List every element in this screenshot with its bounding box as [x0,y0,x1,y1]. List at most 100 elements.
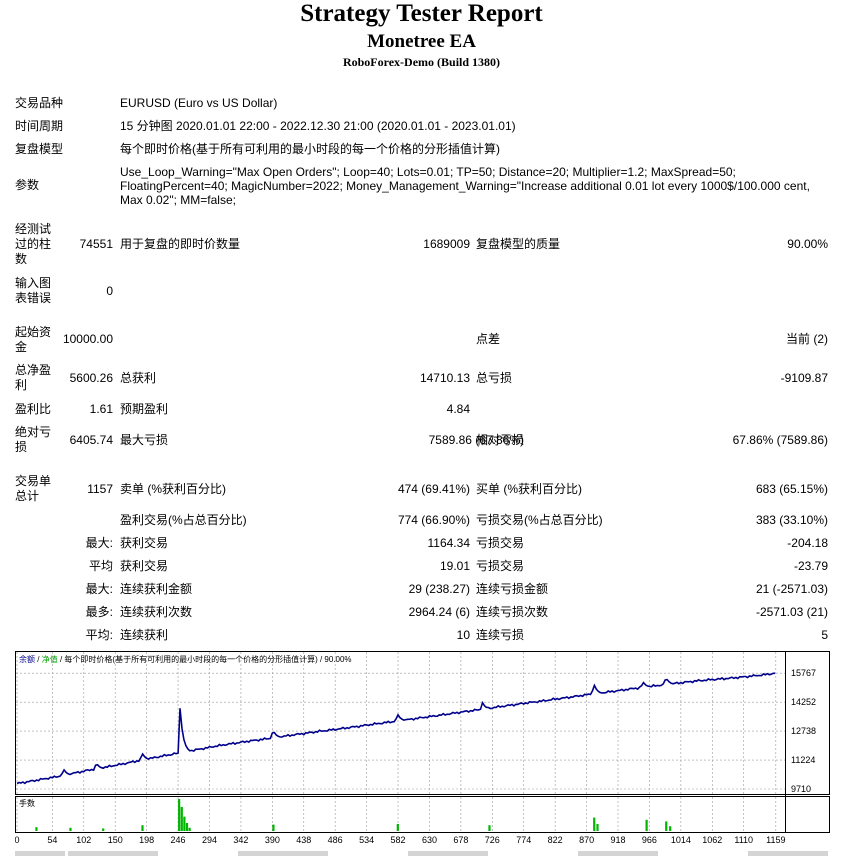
avg-loss-value: -23.79 [793,559,828,573]
x-tick-label: 630 [422,835,437,845]
short-trades-label: 卖单 (%获利百分比) [120,482,226,496]
loss-trades-value: 383 (33.10%) [755,513,828,527]
most-consec-loss-value: -2571.03 (21) [755,605,828,619]
avg-consec-loss-value: 5 [821,628,828,642]
x-tick-label: 150 [108,835,123,845]
avg-consec-win-label: 连续获利 [120,628,169,642]
bars-label: 经测试过的柱数 [15,222,52,266]
volume-bar [178,799,181,831]
x-tick-label: 822 [548,835,563,845]
x-tick-label: 582 [391,835,406,845]
params-line-2: FloatingPercent=40; MagicNumber=2022; Mo… [120,179,810,193]
volume-label: 手数 [19,798,35,808]
balance-chart: 15767 14252 12738 11224 9710 0 54 102 150 198 246… [15,651,830,845]
period-value: 15 分钟图 2020.01.01 22:00 - 2022.12.30 21:… [120,119,516,133]
max-consec-loss-amount-value: 21 (-2571.03) [755,582,828,596]
x-tick-label: 438 [296,835,311,845]
profit-factor-value: 1.61 [89,402,113,416]
gross-loss-value: -9109.87 [780,371,828,385]
balance-series-line [16,672,776,785]
x-tick-label: 774 [516,835,531,845]
x-tick-label: 294 [202,835,217,845]
period-label: 时间周期 [15,119,64,133]
volume-bar [665,821,668,831]
volume-plot-frame [15,796,830,833]
errors-label: 输入图表错误 [15,276,52,305]
x-tick-label: 342 [233,835,248,845]
x-tick-label: 1062 [702,835,722,845]
y-tick-label: 15767 [791,668,816,678]
abs-drawdown-value: 6405.74 [69,433,113,447]
volume-bar [669,826,672,831]
win-trades-value: 774 (66.90%) [397,513,470,527]
total-trades-label: 交易单总计 [15,474,52,503]
params-line-3: Max 0.02"; MM=false; [120,193,236,207]
max-drawdown-value: 7589.86 (67.86%) [428,433,524,447]
spread-label: 点差 [476,332,501,346]
max-consec-win-amount-value: 29 (238.27) [408,582,470,596]
profit-factor-label: 盈利比 [15,402,52,416]
x-tick-label: 54 [47,835,57,845]
volume-bar [596,823,599,831]
x-tick-label: 390 [265,835,280,845]
params-label: 参数 [15,178,40,192]
volume-bar [102,828,105,831]
max-drawdown-label: 最大亏损 [120,433,169,447]
volume-bar [183,816,186,831]
volume-bar [593,817,596,831]
main-plot-frame [15,651,830,795]
avg-win-label: 获利交易 [120,559,169,573]
params-line-1: Use_Loop_Warning="Max Open Orders"; Loop… [120,165,736,179]
volume-bars [35,799,672,831]
legend-balance: 余额 [19,654,35,664]
y-tick-labels: 15767 14252 12738 11224 9710 [791,668,816,794]
deposit-value: 10000.00 [62,332,113,346]
win-trades-label: 盈利交易(%占总百分比) [120,513,247,527]
most-consec-loss-label: 连续亏损次数 [476,605,549,619]
errors-value: 0 [106,284,113,298]
quality-label: 复盘模型的质量 [476,237,561,251]
most-prefix: 最多: [85,605,113,619]
avg-consec-win-value: 10 [456,628,470,642]
largest-loss-label: 亏损交易 [476,536,525,550]
average-prefix: 平均 [88,559,113,573]
volume-bar [188,827,191,831]
x-tick-label: 870 [579,835,594,845]
avg-win-value: 19.01 [439,559,470,573]
bottom-strip [0,851,843,856]
x-tick-label: 486 [328,835,343,845]
legend-separator-1: / [37,655,40,664]
avg-consec-loss-label: 连续亏损 [476,628,525,642]
x-tick-label: 1014 [671,835,691,845]
expected-payoff-label: 预期盈利 [120,402,169,416]
bars-value: 74551 [79,237,113,251]
quality-value: 90.00% [787,237,828,251]
max-consec-win-amount-label: 连续获利金额 [120,582,193,596]
largest-win-label: 获利交易 [120,536,169,550]
rel-drawdown-label: 相对亏损 [476,433,525,447]
expected-payoff-value: 4.84 [446,402,470,416]
x-tick-label: 1110 [734,835,753,845]
x-tick-label: 198 [139,835,154,845]
model-value: 每个即时价格(基于所有可利用的最小时段的每一个价格的分形插值计算) [120,142,500,156]
y-tick-label: 14252 [791,697,816,707]
loss-trades-label: 亏损交易(%占总百分比) [476,513,603,527]
x-tick-label: 534 [359,835,374,845]
x-tick-label: 102 [76,835,91,845]
volume-bar [396,823,399,831]
largest-prefix: 最大: [85,536,113,550]
gross-profit-value: 14710.13 [419,371,470,385]
legend-equity: 净值 [42,654,58,664]
chart-grid [16,652,785,832]
symbol-value: EURUSD (Euro vs US Dollar) [120,96,278,110]
deposit-label: 起始资金 [15,325,52,354]
net-profit-label: 总净盈利 [15,363,52,392]
largest-win-value: 1164.34 [427,536,471,550]
broker-build: RoboForex-Demo (Build 1380) [342,55,501,69]
x-tick-label: 726 [485,835,500,845]
y-tick-label: 11224 [791,755,815,765]
x-tick-label: 966 [642,835,657,845]
x-tick-labels: 0 54 102 150 198 246 294 342 390 438 486 534 582 630 6… [15,835,785,845]
abs-drawdown-label: 绝对亏损 [15,425,52,454]
chart-legend: 余额 / 净值 / 每个即时价格(基于所有可利用的最小时段的每一个价格的分形插值… [19,654,352,664]
